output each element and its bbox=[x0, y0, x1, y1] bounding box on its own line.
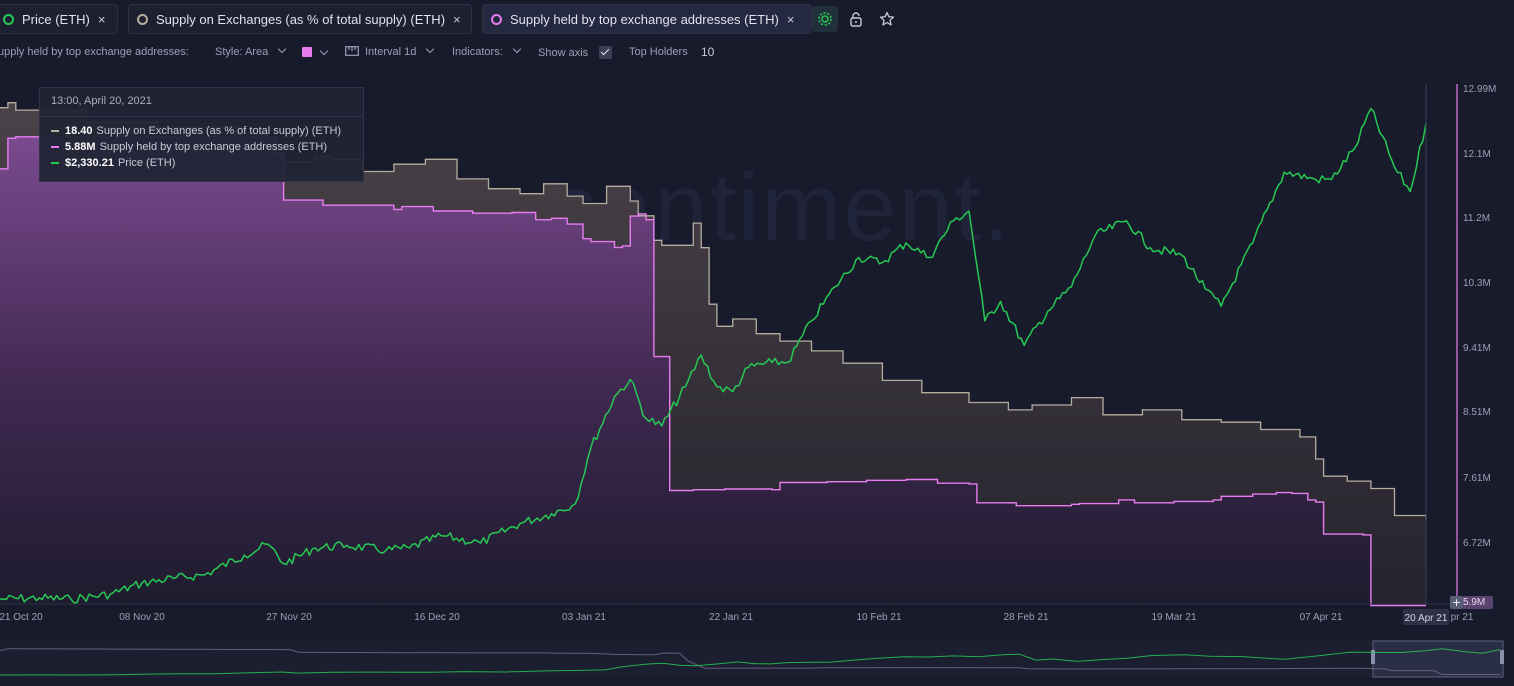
x-axis: 21 Oct 20 08 Nov 20 27 Nov 20 16 Dec 20 03 J… bbox=[0, 612, 1474, 623]
y-tick-label: 9.41M bbox=[1463, 343, 1491, 354]
x-tick-label: 07 Apr 21 bbox=[1300, 612, 1343, 623]
close-icon[interactable]: × bbox=[786, 11, 795, 27]
indicators-dropdown[interactable]: Indicators: bbox=[452, 44, 522, 58]
show-axis-label: Show axis bbox=[538, 47, 589, 59]
x-tick-label: 08 Nov 20 bbox=[119, 612, 165, 623]
tab-label: Supply on Exchanges (as % of total suppl… bbox=[156, 11, 446, 27]
add-signal-button[interactable]: + bbox=[1450, 596, 1463, 609]
supply-top-holders-stroke bbox=[0, 136, 1426, 607]
tooltip-row: 5.88M Supply held by top exchange addres… bbox=[51, 141, 327, 153]
y-tick-label: 6.72M bbox=[1463, 538, 1491, 549]
navigator-minimap[interactable] bbox=[0, 640, 1504, 678]
current-date-badge: 20 Apr 21 bbox=[1403, 609, 1449, 625]
tooltip-divider bbox=[40, 116, 363, 117]
interval-dropdown[interactable]: Interval 1d bbox=[345, 44, 435, 58]
color-swatch-icon bbox=[302, 47, 312, 57]
price-color-icon bbox=[3, 13, 14, 25]
tooltip-label: Supply held by top exchange addresses (E… bbox=[99, 141, 328, 153]
interval-label: Interval 1d bbox=[365, 46, 417, 58]
y-tick-label: 12.1M bbox=[1463, 149, 1491, 160]
chart-tooltip: 13:00, April 20, 2021 18.40 Supply on Ex… bbox=[39, 87, 364, 182]
top-holders-label: Top Holders bbox=[629, 46, 688, 58]
tab-price[interactable]: Price (ETH) × bbox=[0, 4, 118, 34]
supply-top-holders-color-icon bbox=[491, 13, 502, 25]
navigator-price-line bbox=[0, 648, 1501, 676]
x-tick-label: 16 Dec 20 bbox=[414, 612, 460, 623]
tooltip-value: 18.40 bbox=[65, 125, 93, 137]
top-holders-input[interactable]: 10 bbox=[701, 45, 715, 59]
style-label: Style: Area bbox=[215, 46, 269, 58]
metric-label: upply held by top exchange addresses: bbox=[0, 46, 189, 58]
gear-icon bbox=[818, 12, 832, 26]
star-icon bbox=[879, 11, 895, 26]
series-color-icon bbox=[51, 162, 59, 164]
metric-options-bar: upply held by top exchange addresses: St… bbox=[0, 40, 1514, 66]
chevron-down-icon bbox=[278, 44, 287, 54]
favorite-button[interactable] bbox=[874, 6, 900, 32]
indicators-label: Indicators: bbox=[452, 46, 503, 58]
color-picker[interactable] bbox=[302, 46, 329, 60]
tooltip-value: $2,330.21 bbox=[65, 157, 114, 169]
lock-icon bbox=[850, 12, 862, 27]
chevron-down-icon bbox=[512, 44, 522, 54]
tab-supply-on-exchanges[interactable]: Supply on Exchanges (as % of total suppl… bbox=[128, 4, 472, 34]
y-tick-label: 8.51M bbox=[1463, 407, 1491, 418]
x-tick-label: 22 Jan 21 bbox=[709, 612, 753, 623]
navigator-right-handle[interactable] bbox=[1500, 650, 1504, 664]
metric-tabs: Price (ETH) × Supply on Exchanges (as % … bbox=[0, 0, 1514, 38]
y-tick-label: 11.2M bbox=[1463, 213, 1490, 224]
tab-label: Supply held by top exchange addresses (E… bbox=[510, 11, 779, 27]
style-dropdown[interactable]: Style: Area bbox=[215, 44, 287, 58]
plus-icon: + bbox=[1452, 596, 1461, 609]
tooltip-row: 18.40 Supply on Exchanges (as % of total… bbox=[51, 125, 341, 137]
supply-top-holders-fill bbox=[0, 136, 1426, 606]
x-tick-label: pr 21 bbox=[1451, 612, 1474, 623]
x-tick-label: 27 Nov 20 bbox=[266, 612, 312, 623]
tooltip-value: 5.88M bbox=[65, 141, 96, 153]
chevron-down-icon bbox=[319, 46, 329, 56]
tooltip-row: $2,330.21 Price (ETH) bbox=[51, 157, 175, 169]
close-icon[interactable]: × bbox=[97, 11, 106, 27]
settings-button[interactable] bbox=[812, 6, 838, 32]
close-icon[interactable]: × bbox=[453, 11, 461, 27]
ruler-icon bbox=[345, 46, 359, 56]
tooltip-label: Supply on Exchanges (as % of total suppl… bbox=[96, 125, 342, 137]
x-tick-label: 03 Jan 21 bbox=[562, 612, 606, 623]
navigator-left-handle[interactable] bbox=[1371, 650, 1375, 664]
chevron-down-icon bbox=[426, 44, 435, 54]
price-stroke bbox=[0, 107, 1427, 604]
current-date-label: 20 Apr 21 bbox=[1405, 613, 1448, 624]
y-axis-right: 12.99M 12.1M 11.2M 10.3M 9.41M 8.51M 7.61M 6.72… bbox=[1462, 84, 1496, 609]
lock-button[interactable] bbox=[843, 6, 869, 32]
tab-label: Price (ETH) bbox=[22, 11, 90, 27]
navigator-supply-line bbox=[0, 648, 1500, 675]
show-axis-toggle[interactable]: Show axis bbox=[538, 46, 613, 59]
checkbox-checked-icon[interactable] bbox=[599, 46, 613, 59]
x-tick-label: 19 Mar 21 bbox=[1151, 612, 1196, 623]
series-color-icon bbox=[51, 146, 59, 148]
tooltip-date: 13:00, April 20, 2021 bbox=[51, 95, 152, 107]
tooltip-label: Price (ETH) bbox=[117, 157, 176, 169]
supply-top-holders-area bbox=[0, 136, 1426, 606]
x-tick-label: 10 Feb 21 bbox=[856, 612, 901, 623]
y-tick-current-badge bbox=[1462, 596, 1493, 609]
x-tick-label: 28 Feb 21 bbox=[1003, 612, 1048, 623]
y-tick-label: 7.61M bbox=[1463, 473, 1491, 484]
y-tick-label: 10.3M bbox=[1463, 278, 1491, 289]
y-tick-label: 12.99M bbox=[1463, 84, 1496, 95]
series-color-icon bbox=[51, 130, 59, 132]
tab-supply-top-holders[interactable]: Supply held by top exchange addresses (E… bbox=[482, 4, 812, 34]
price-line bbox=[0, 107, 1427, 604]
supply-on-exchanges-color-icon bbox=[137, 13, 148, 25]
supply-top-holders-line bbox=[0, 136, 1426, 607]
y-tick-label: 5.9M bbox=[1463, 597, 1485, 608]
x-tick-label: 21 Oct 20 bbox=[0, 612, 43, 623]
